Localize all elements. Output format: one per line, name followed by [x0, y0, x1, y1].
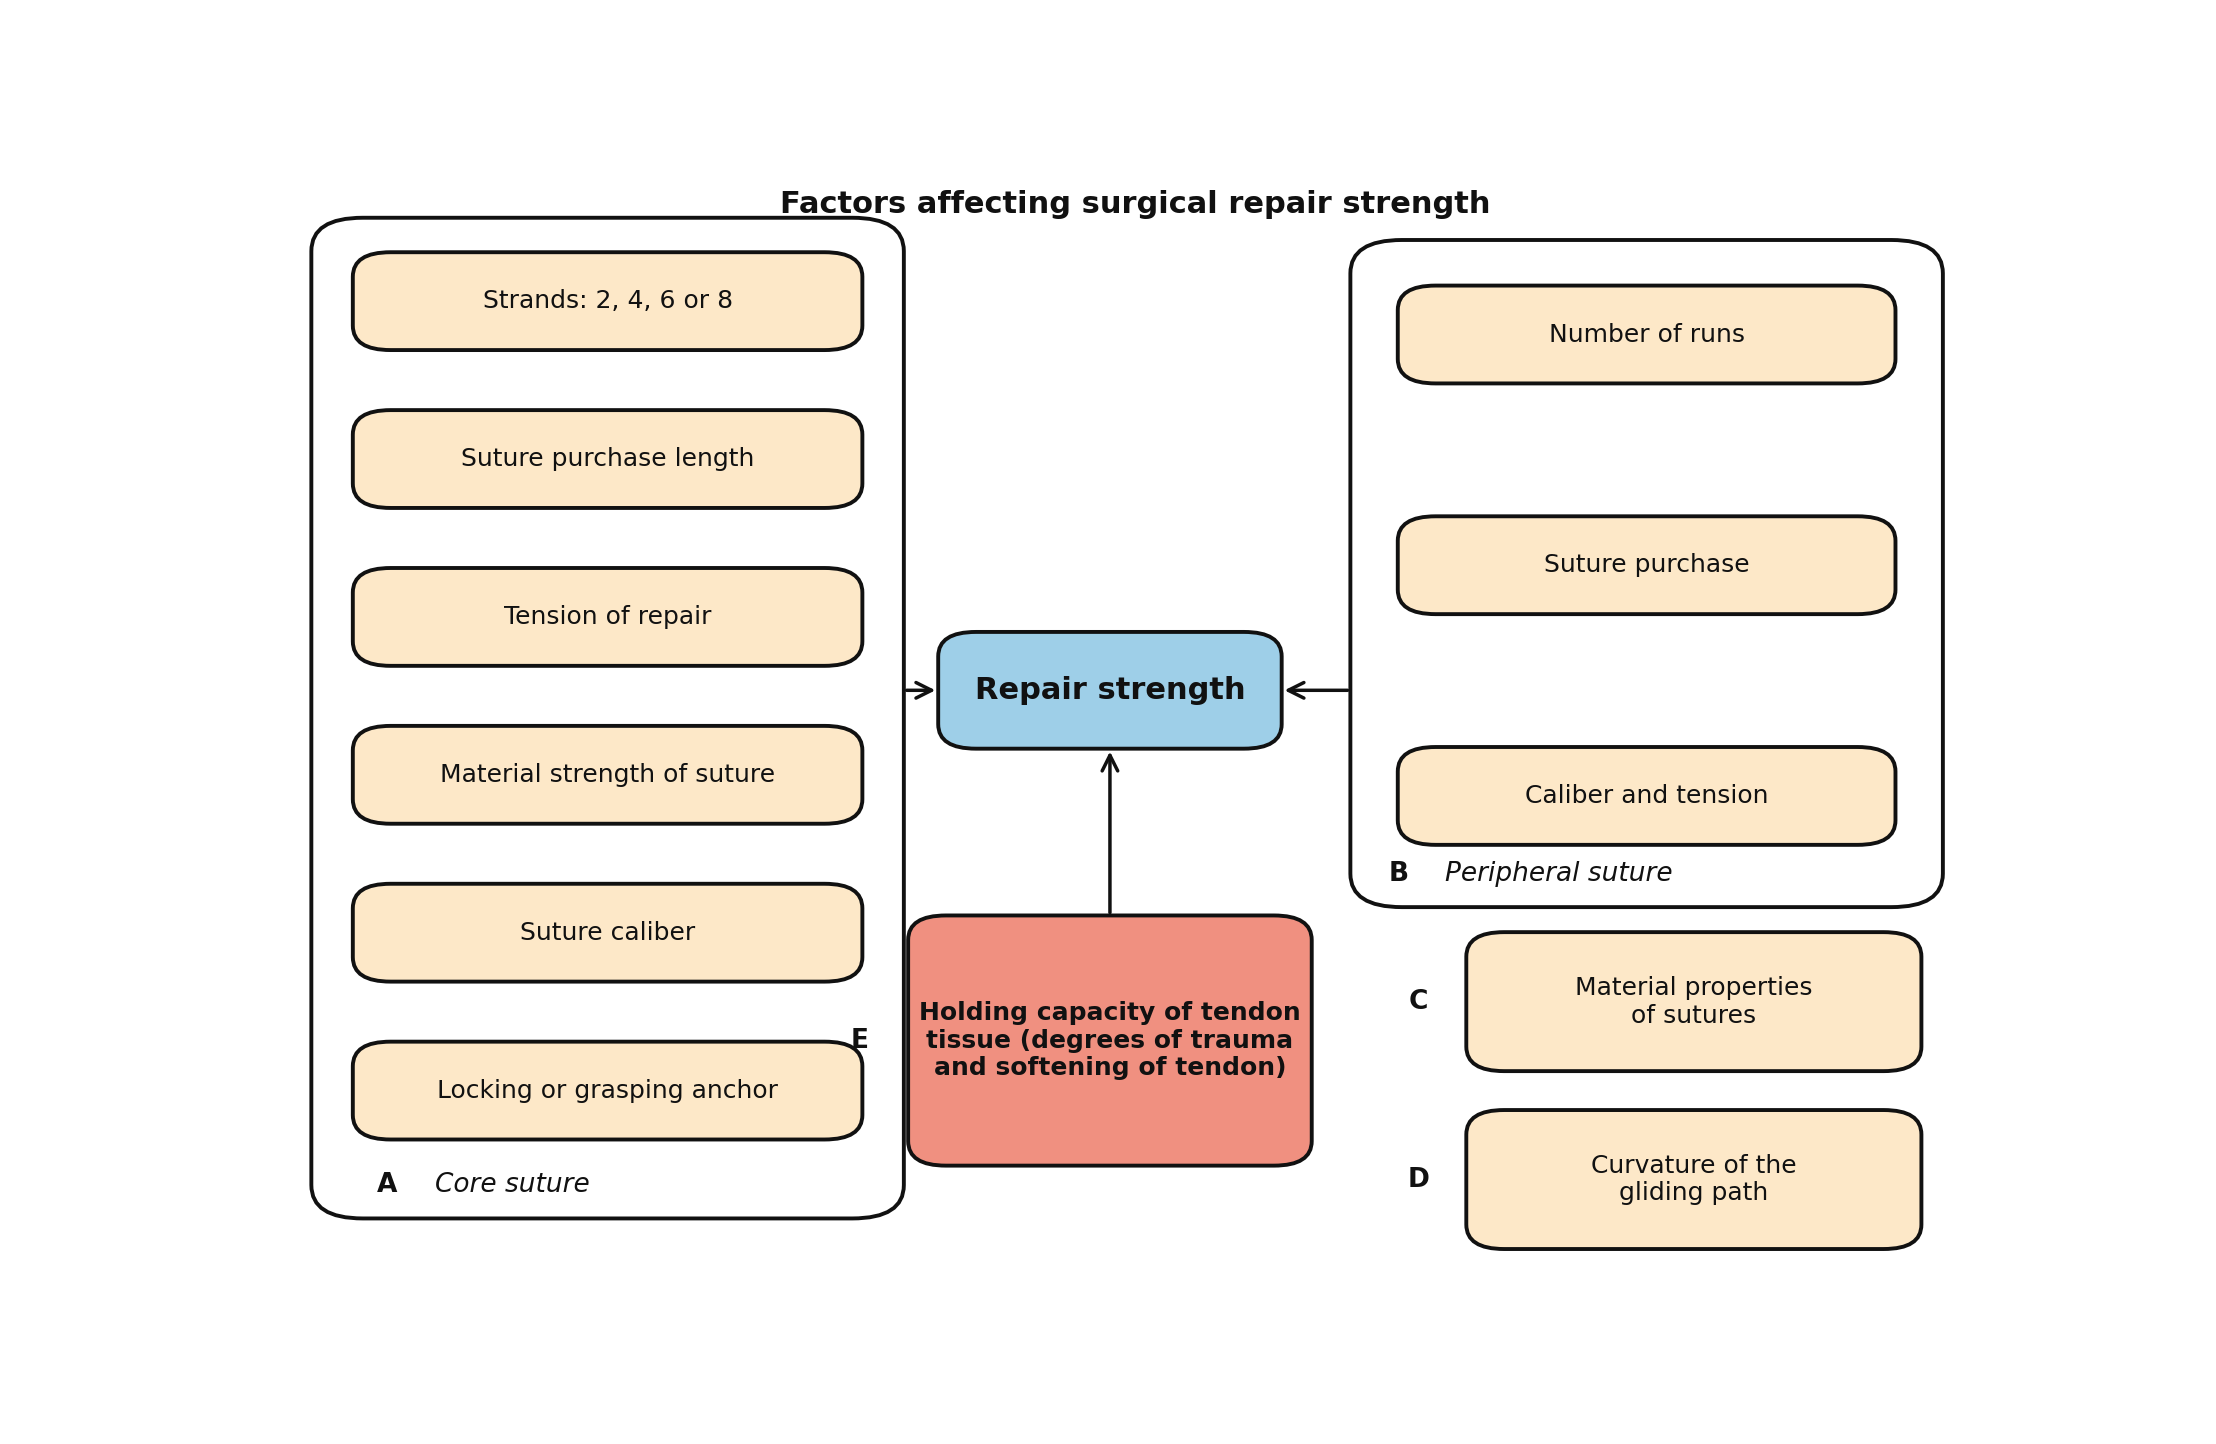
FancyBboxPatch shape — [1398, 517, 1895, 614]
Text: Caliber and tension: Caliber and tension — [1525, 784, 1768, 809]
Text: Strands: 2, 4, 6 or 8: Strands: 2, 4, 6 or 8 — [483, 289, 733, 313]
FancyBboxPatch shape — [352, 726, 862, 823]
FancyBboxPatch shape — [1467, 933, 1921, 1071]
FancyBboxPatch shape — [352, 884, 862, 982]
FancyBboxPatch shape — [909, 915, 1312, 1165]
Text: B: B — [1387, 861, 1409, 887]
Text: Peripheral suture: Peripheral suture — [1445, 861, 1673, 887]
Text: Core suture: Core suture — [434, 1173, 589, 1199]
Text: Factors affecting surgical repair strength: Factors affecting surgical repair streng… — [780, 191, 1491, 219]
Text: Suture caliber: Suture caliber — [521, 921, 696, 944]
FancyBboxPatch shape — [352, 1041, 862, 1139]
Text: Tension of repair: Tension of repair — [503, 605, 711, 630]
Text: Material properties
of sutures: Material properties of sutures — [1576, 976, 1813, 1028]
Text: C: C — [1409, 989, 1427, 1015]
Text: Locking or grasping anchor: Locking or grasping anchor — [437, 1079, 778, 1103]
FancyBboxPatch shape — [1398, 286, 1895, 384]
Text: Number of runs: Number of runs — [1549, 322, 1744, 347]
Text: Suture purchase: Suture purchase — [1545, 553, 1748, 578]
Text: E: E — [851, 1028, 869, 1054]
Text: Curvature of the
gliding path: Curvature of the gliding path — [1591, 1154, 1797, 1206]
FancyBboxPatch shape — [352, 253, 862, 349]
FancyBboxPatch shape — [937, 632, 1281, 748]
Text: Holding capacity of tendon
tissue (degrees of trauma
and softening of tendon): Holding capacity of tendon tissue (degre… — [920, 1001, 1301, 1080]
FancyBboxPatch shape — [1350, 240, 1943, 907]
Text: Material strength of suture: Material strength of suture — [441, 762, 776, 787]
FancyBboxPatch shape — [352, 410, 862, 508]
Text: D: D — [1407, 1167, 1429, 1193]
Text: A: A — [377, 1173, 397, 1199]
FancyBboxPatch shape — [1467, 1110, 1921, 1249]
FancyBboxPatch shape — [352, 567, 862, 666]
Text: Repair strength: Repair strength — [975, 676, 1245, 705]
FancyBboxPatch shape — [1398, 747, 1895, 845]
FancyBboxPatch shape — [310, 218, 904, 1219]
Text: Suture purchase length: Suture purchase length — [461, 448, 753, 471]
